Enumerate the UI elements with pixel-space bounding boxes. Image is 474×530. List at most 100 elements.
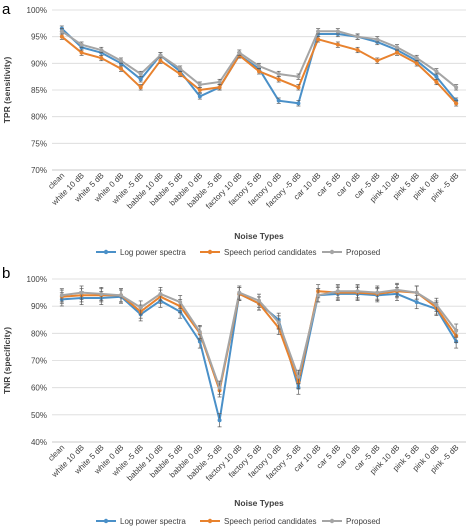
- data-point: [316, 29, 321, 34]
- legend-label: Speech period candidates: [224, 248, 317, 257]
- data-point: [276, 98, 281, 103]
- data-point: [276, 72, 281, 76]
- data-point: [375, 58, 380, 63]
- legend-label: Log power spectra: [120, 248, 186, 257]
- data-point: [395, 50, 399, 55]
- data-point: [138, 85, 143, 90]
- data-point: [296, 374, 301, 379]
- y-tick-label: 70%: [31, 357, 47, 366]
- data-point: [158, 53, 163, 58]
- y-tick-label: 95%: [31, 33, 47, 42]
- legend-label: Speech period candidates: [224, 517, 317, 526]
- data-point: [434, 80, 439, 84]
- data-point: [375, 37, 380, 42]
- data-point: [197, 82, 202, 87]
- y-tick-label: 80%: [31, 113, 47, 122]
- data-point: [217, 80, 222, 84]
- legend-label: Proposed: [346, 517, 380, 526]
- legend-marker: [207, 249, 213, 255]
- legend-marker: [329, 518, 335, 524]
- data-point: [316, 293, 321, 298]
- data-point: [257, 64, 261, 68]
- data-point: [197, 329, 202, 334]
- data-point: [158, 291, 163, 296]
- data-point: [217, 85, 222, 90]
- y-tick-label: 100%: [27, 275, 47, 284]
- y-tick-label: 40%: [31, 438, 47, 447]
- data-point: [257, 298, 261, 303]
- data-point: [59, 293, 64, 298]
- data-point: [395, 45, 399, 50]
- data-point: [296, 85, 301, 90]
- legend-marker: [103, 518, 109, 524]
- data-point: [434, 302, 439, 307]
- data-point: [178, 72, 183, 76]
- data-point: [316, 37, 321, 42]
- data-point: [217, 385, 222, 390]
- data-point: [197, 88, 202, 92]
- data-point: [138, 72, 143, 76]
- data-point: [454, 101, 459, 106]
- legend-label: Proposed: [346, 248, 380, 257]
- y-tick-label: 50%: [31, 411, 47, 420]
- data-point: [355, 48, 360, 52]
- data-point: [119, 293, 123, 298]
- legend-label: Log power spectra: [120, 517, 186, 526]
- data-point: [335, 29, 340, 34]
- data-point: [197, 94, 202, 99]
- data-point: [434, 74, 439, 79]
- data-point: [119, 66, 123, 71]
- data-point: [355, 289, 360, 294]
- data-point: [237, 50, 242, 55]
- data-point: [99, 48, 104, 52]
- legend-marker: [207, 518, 213, 524]
- data-point: [79, 290, 84, 295]
- y-tick-label: 90%: [31, 302, 47, 311]
- y-tick-label: 75%: [31, 139, 47, 148]
- x-axis-title: Noise Types: [234, 231, 284, 241]
- data-point: [217, 418, 222, 423]
- data-point: [138, 305, 143, 310]
- data-point: [158, 58, 163, 63]
- data-point: [59, 34, 64, 39]
- panel-label: a: [2, 1, 11, 18]
- data-point: [99, 56, 104, 60]
- data-point: [414, 56, 419, 60]
- data-point: [414, 290, 419, 295]
- y-tick-label: 70%: [31, 166, 47, 175]
- legend-marker: [103, 249, 109, 255]
- data-point: [59, 29, 64, 34]
- data-point: [276, 320, 281, 325]
- panel-label: b: [2, 265, 10, 282]
- data-point: [276, 77, 281, 82]
- x-axis-title: Noise Types: [234, 498, 284, 508]
- data-point: [197, 339, 202, 344]
- data-point: [99, 291, 104, 296]
- y-tick-label: 80%: [31, 329, 47, 338]
- data-point: [434, 69, 439, 74]
- legend-marker: [329, 249, 335, 255]
- data-point: [257, 69, 261, 74]
- y-tick-label: 60%: [31, 384, 47, 393]
- data-point: [454, 85, 459, 90]
- y-axis-title: TPR (sensitivity): [2, 57, 12, 124]
- y-axis-title: TNR (specificity): [2, 327, 12, 394]
- data-point: [119, 58, 123, 63]
- data-point: [395, 287, 399, 292]
- data-point: [335, 42, 340, 47]
- y-tick-label: 90%: [31, 59, 47, 68]
- data-point: [79, 50, 84, 55]
- data-point: [178, 300, 183, 305]
- series-line: [61, 292, 457, 421]
- data-point: [79, 42, 84, 47]
- data-point: [138, 77, 143, 82]
- data-point: [178, 66, 183, 71]
- data-point: [237, 290, 242, 295]
- data-point: [335, 289, 340, 294]
- data-point: [355, 34, 360, 39]
- y-tick-label: 100%: [27, 6, 47, 15]
- data-point: [414, 61, 419, 66]
- data-point: [414, 300, 419, 305]
- data-point: [454, 328, 459, 333]
